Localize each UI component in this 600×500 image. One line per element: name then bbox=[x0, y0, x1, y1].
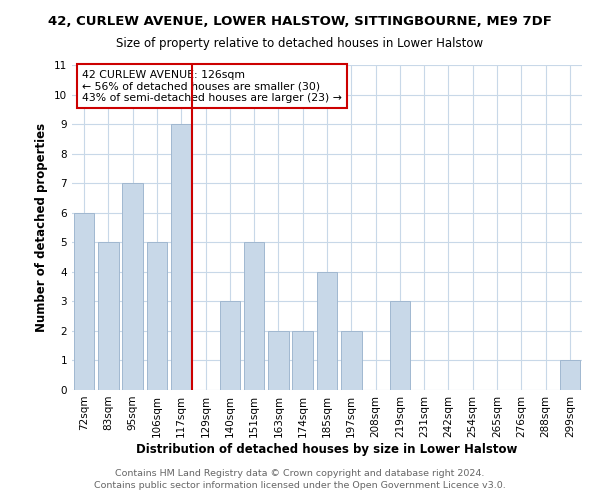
Bar bbox=[220, 302, 240, 390]
Bar bbox=[268, 331, 289, 390]
Text: 42 CURLEW AVENUE: 126sqm
← 56% of detached houses are smaller (30)
43% of semi-d: 42 CURLEW AVENUE: 126sqm ← 56% of detach… bbox=[82, 70, 342, 103]
Y-axis label: Number of detached properties: Number of detached properties bbox=[35, 123, 49, 332]
Bar bbox=[171, 124, 191, 390]
Text: Contains HM Land Registry data © Crown copyright and database right 2024.: Contains HM Land Registry data © Crown c… bbox=[115, 468, 485, 477]
X-axis label: Distribution of detached houses by size in Lower Halstow: Distribution of detached houses by size … bbox=[136, 442, 518, 456]
Bar bbox=[317, 272, 337, 390]
Text: Contains public sector information licensed under the Open Government Licence v3: Contains public sector information licen… bbox=[94, 481, 506, 490]
Bar bbox=[560, 360, 580, 390]
Bar bbox=[98, 242, 119, 390]
Text: 42, CURLEW AVENUE, LOWER HALSTOW, SITTINGBOURNE, ME9 7DF: 42, CURLEW AVENUE, LOWER HALSTOW, SITTIN… bbox=[48, 15, 552, 28]
Bar bbox=[74, 212, 94, 390]
Text: Size of property relative to detached houses in Lower Halstow: Size of property relative to detached ho… bbox=[116, 38, 484, 51]
Bar bbox=[244, 242, 265, 390]
Bar bbox=[146, 242, 167, 390]
Bar bbox=[122, 183, 143, 390]
Bar bbox=[341, 331, 362, 390]
Bar bbox=[292, 331, 313, 390]
Bar bbox=[389, 302, 410, 390]
